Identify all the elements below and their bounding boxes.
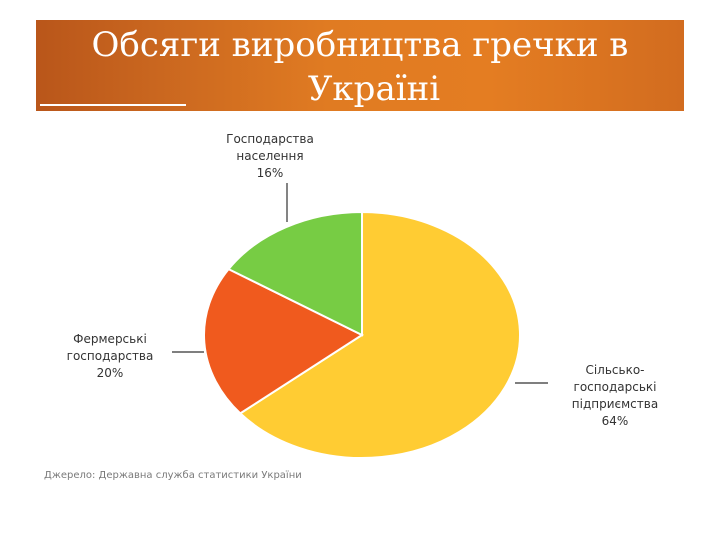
pie-slices xyxy=(203,210,521,459)
slice-label: Господарства населення 16% xyxy=(226,132,314,180)
title-bar xyxy=(36,20,684,111)
slice-label-line: населення xyxy=(236,149,303,163)
slice-label-line: Сільсько- xyxy=(585,363,644,377)
pie-slice xyxy=(203,267,365,415)
pie-slice xyxy=(227,210,363,337)
slice-label-line: Господарства xyxy=(226,132,314,146)
slide-title-line-1: Обсяги виробництва гречки в xyxy=(91,25,629,65)
slice-label-line: 64% xyxy=(602,414,629,428)
slice-label-line: підприємства xyxy=(572,397,658,411)
slice-label-line: господарства xyxy=(67,349,154,363)
title-underline xyxy=(40,104,186,106)
slice-label: Сільсько-господарські підприємства 64% xyxy=(572,363,658,428)
slice-label: Фермерські господарства 20% xyxy=(67,332,154,380)
slice-label-line: Фермерські xyxy=(73,332,147,346)
slice-label-line: 16% xyxy=(257,166,284,180)
source-note: Джерело: Державна служба статистики Укра… xyxy=(44,470,302,481)
pie-slice xyxy=(238,210,521,459)
leader-lines xyxy=(172,183,548,384)
slice-label-line: 20% xyxy=(97,366,124,380)
slice-labels: Сільсько-господарські підприємства 64% Ферм… xyxy=(67,132,659,428)
slide-title-line-2: Україні xyxy=(307,69,441,109)
slice-label-line: господарські xyxy=(574,380,657,394)
